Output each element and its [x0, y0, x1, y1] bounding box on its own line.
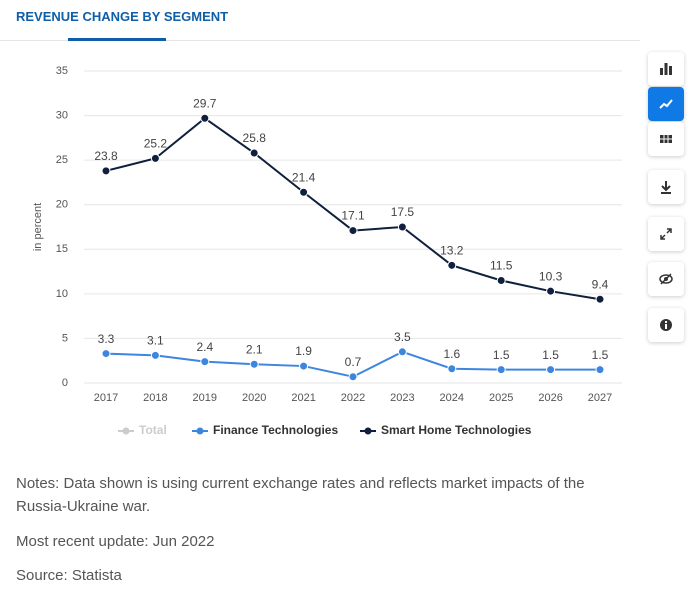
point [546, 365, 556, 375]
x-tick-label: 2020 [242, 392, 266, 404]
tab-divider [0, 40, 640, 41]
point [496, 275, 506, 285]
icon [660, 135, 672, 143]
point [397, 222, 407, 232]
point [150, 153, 160, 163]
point [447, 364, 457, 374]
y-tick-label: 20 [56, 199, 68, 211]
data-label: 1.6 [443, 347, 460, 361]
data-label: 25.2 [144, 137, 168, 151]
point [595, 365, 605, 375]
data-label: 1.9 [295, 344, 312, 358]
x-tick-label: 2025 [489, 392, 513, 404]
data-label: 17.5 [391, 205, 415, 219]
data-label: 21.4 [292, 170, 316, 184]
legend-marker [122, 427, 130, 435]
hide-button[interactable] [648, 262, 684, 296]
x-tick-label: 2019 [193, 392, 217, 404]
point [249, 359, 259, 369]
legend-label[interactable]: Finance Technologies [213, 423, 338, 437]
point [546, 286, 556, 296]
point [348, 226, 358, 236]
y-tick-label: 35 [56, 65, 68, 77]
fullscreen-button[interactable] [648, 217, 684, 251]
data-label: 3.1 [147, 334, 164, 348]
tab-title[interactable]: REVENUE CHANGE BY SEGMENT [16, 9, 229, 24]
data-label: 9.4 [592, 277, 609, 291]
tab-underline [68, 38, 166, 41]
y-tick-label: 10 [56, 288, 68, 300]
y-tick-label: 30 [56, 109, 68, 121]
point [200, 357, 210, 367]
data-label: 2.1 [246, 342, 263, 356]
legend-label[interactable]: Total [139, 423, 167, 437]
data-label: 13.2 [440, 244, 464, 258]
notes: Notes: Data shown is using current excha… [16, 475, 585, 515]
y-tick-label: 0 [62, 377, 68, 389]
data-label: 1.5 [542, 348, 559, 362]
x-tick-label: 2024 [440, 392, 464, 404]
point [200, 113, 210, 123]
point [595, 294, 605, 304]
y-axis-label: in percent [32, 203, 44, 251]
data-label: 11.5 [490, 259, 513, 273]
legend-label[interactable]: Smart Home Technologies [381, 423, 532, 437]
update: Most recent update: Jun 2022 [16, 533, 215, 550]
data-label: 17.1 [341, 209, 365, 223]
point [101, 349, 111, 359]
data-label: 0.7 [345, 355, 362, 369]
icon [660, 63, 672, 75]
point [150, 350, 160, 360]
bar-chart-button[interactable] [648, 52, 684, 86]
data-label: 10.3 [539, 269, 563, 283]
data-label: 1.5 [592, 348, 609, 362]
icon [659, 99, 673, 109]
data-label: 3.3 [98, 332, 115, 346]
point [348, 372, 358, 382]
table-button[interactable] [648, 122, 684, 156]
y-tick-label: 25 [56, 154, 68, 166]
legend-marker [364, 427, 372, 435]
data-label: 29.7 [193, 96, 217, 110]
point [101, 166, 111, 176]
icon [660, 319, 672, 331]
data-label: 25.8 [243, 131, 267, 145]
data-label: 3.5 [394, 330, 411, 344]
x-tick-label: 2018 [143, 392, 167, 404]
point [397, 347, 407, 357]
y-tick-label: 5 [62, 332, 68, 344]
legend-marker [196, 427, 204, 435]
x-tick-label: 2017 [94, 392, 118, 404]
download-button[interactable] [648, 170, 684, 204]
source: Source: Statista [16, 567, 122, 584]
data-label: 2.4 [196, 340, 213, 354]
icon [659, 273, 673, 285]
point [447, 260, 457, 270]
point [299, 361, 309, 371]
point [496, 365, 506, 375]
y-tick-label: 15 [56, 243, 68, 255]
icon [661, 181, 671, 194]
point [299, 187, 309, 197]
point [249, 148, 259, 158]
line-chart-button[interactable] [648, 87, 684, 121]
x-tick-label: 2026 [538, 392, 562, 404]
data-label: 23.8 [94, 149, 118, 163]
x-tick-label: 2027 [588, 392, 612, 404]
x-tick-label: 2023 [390, 392, 414, 404]
x-tick-label: 2021 [291, 392, 315, 404]
info-button[interactable] [648, 308, 684, 342]
data-label: 1.5 [493, 348, 510, 362]
x-tick-label: 2022 [341, 392, 365, 404]
icon [660, 228, 672, 240]
